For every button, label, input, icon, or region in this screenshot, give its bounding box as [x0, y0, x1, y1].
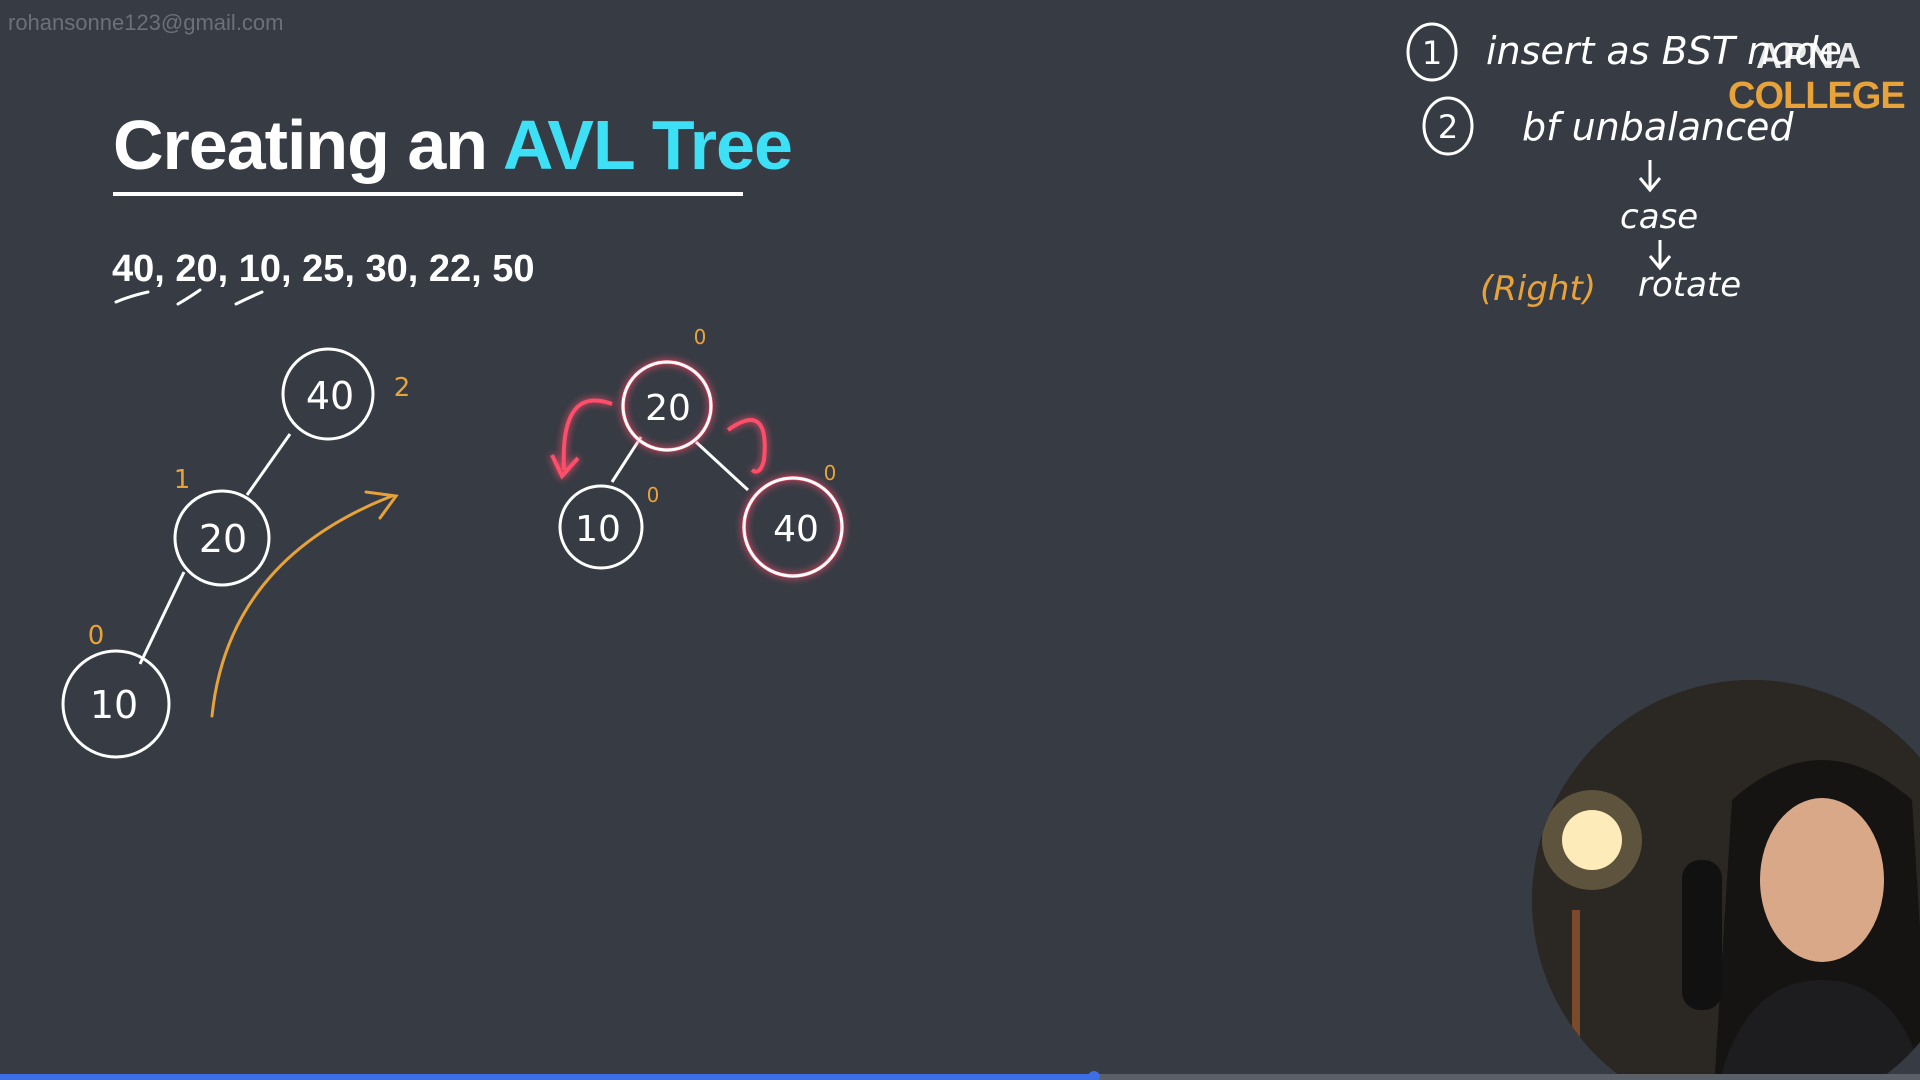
balance-factor-40: 2 [394, 373, 411, 403]
title-underline [113, 192, 743, 196]
shirt [1719, 980, 1920, 1080]
webcam-frame [1532, 680, 1920, 1080]
node-label-20-after: 20 [645, 388, 691, 429]
insertion-sequence: 40, 20, 10, 25, 30, 22, 50 [112, 248, 535, 290]
lamp-glow [1542, 790, 1642, 890]
slide-title: Creating an AVL Tree [113, 105, 793, 185]
down-arrow-1-head [1638, 177, 1662, 193]
node-outline-40-after [742, 476, 844, 578]
video-progress-bar[interactable] [0, 1071, 1920, 1080]
rotation-arrow-head [364, 490, 399, 520]
underline-40 [114, 290, 150, 304]
title-plain: Creating an [113, 106, 503, 184]
tree-after [558, 436, 750, 570]
edge-40-20 [245, 433, 292, 496]
presenter-webcam [1532, 680, 1920, 1080]
node-label-20: 20 [199, 517, 247, 561]
lamp-stand [1572, 910, 1580, 1080]
highlighted-node-outlines [621, 360, 844, 578]
node-outline-20-after [621, 360, 713, 452]
underline-10 [234, 290, 264, 306]
brand-line1: APNA [1755, 35, 1862, 76]
node-label-40-after: 40 [773, 509, 819, 550]
step1-number: 1 [1422, 34, 1442, 72]
node-circle-10 [61, 649, 171, 759]
rotation-arrow [210, 490, 399, 718]
balance-factor-20-after: 0 [694, 325, 707, 349]
rotation-arrow-curve [210, 494, 394, 718]
step1-text: insert as BST node [1486, 29, 1842, 73]
node-circle-20 [173, 489, 271, 587]
face [1760, 798, 1884, 962]
microphone [1682, 860, 1722, 1010]
node-label-10: 10 [90, 683, 138, 727]
node-circle-40 [281, 347, 375, 441]
balance-factor-40-after: 0 [824, 461, 837, 485]
edge-20-10-after [610, 436, 643, 483]
right-case-text: (Right) [1480, 269, 1596, 309]
step1-circle [1406, 22, 1458, 82]
studio-lamp [1562, 810, 1622, 870]
step2-circle [1422, 96, 1474, 156]
rotate-text: rotate [1638, 265, 1741, 305]
node-circle-10-after [558, 484, 644, 570]
note-markers [1406, 22, 1672, 271]
step2-number: 2 [1438, 108, 1458, 146]
node-label-10-after: 10 [575, 509, 621, 550]
title-accent: AVL Tree [502, 106, 793, 184]
down-arrow-2-head [1648, 255, 1672, 271]
left-rotation-curve [561, 398, 613, 471]
step2-text: bf unbalanced [1522, 105, 1794, 149]
balance-factor-10-after: 0 [647, 483, 660, 507]
tree-before [61, 347, 375, 759]
node-label-40: 40 [306, 374, 354, 418]
video-progress-knob[interactable] [1088, 1071, 1101, 1080]
brand-line2: COLLEGE [1728, 75, 1906, 117]
edge-20-40-after [694, 440, 750, 492]
left-rotation-head [550, 454, 580, 480]
right-rotation-curve [726, 418, 767, 474]
balance-factor-10: 0 [88, 621, 105, 651]
brand-logo: APNA COLLEGE [1728, 35, 1906, 117]
balance-factor-20: 1 [174, 465, 191, 495]
sequence-underlines [114, 288, 264, 306]
email-watermark: rohansonne123@gmail.com [8, 10, 284, 35]
video-progress-fill [0, 1074, 1095, 1080]
underline-20 [176, 288, 202, 306]
edge-20-10 [138, 571, 186, 665]
case-text: case [1620, 197, 1698, 237]
